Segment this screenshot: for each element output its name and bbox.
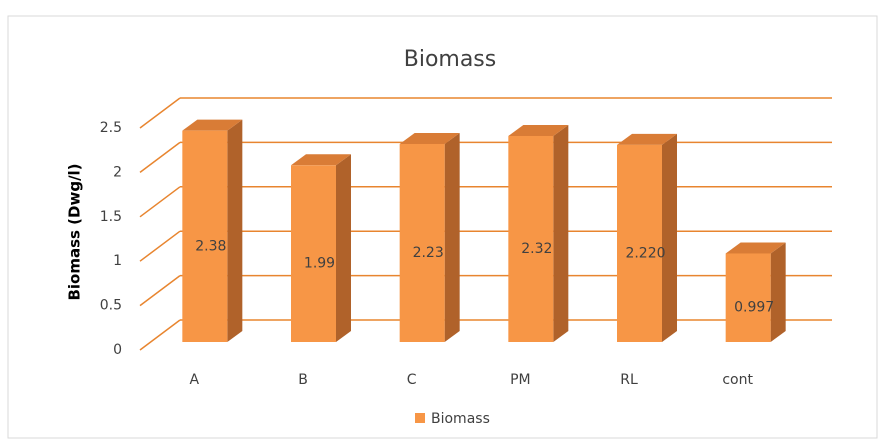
bar-top [291, 154, 351, 166]
data-label: 2.32 [521, 241, 552, 257]
x-tick-label: A [190, 372, 200, 388]
bar-top [182, 119, 243, 131]
bar-top [399, 132, 460, 144]
grid-line [139, 275, 181, 307]
data-label: 0.997 [734, 300, 774, 316]
legend-label: Biomass [431, 411, 490, 427]
bar-side [227, 119, 243, 342]
y-tick-label: 1 [113, 253, 122, 269]
x-tick-label: B [298, 372, 308, 388]
x-tick-label: C [407, 372, 417, 388]
bar [399, 143, 445, 342]
grid-line [139, 97, 181, 129]
bar [617, 144, 662, 342]
y-axis-label: Biomass (Dwg/l) [66, 163, 84, 300]
x-tick-label: PM [510, 372, 531, 388]
y-tick-label: 0 [113, 342, 122, 358]
grid-line [139, 230, 181, 262]
grid-line [139, 186, 181, 218]
bar-top [617, 133, 677, 145]
bar-side [336, 154, 351, 342]
data-label: 2.38 [195, 238, 226, 254]
bar-side [770, 242, 786, 342]
bar-side [662, 133, 677, 342]
bar-top [725, 242, 786, 254]
bar-top [508, 124, 569, 136]
bar-side [444, 132, 460, 342]
grid-line [139, 319, 181, 351]
data-label: 1.99 [304, 256, 335, 272]
data-label: 2.23 [413, 245, 444, 261]
y-tick-label: 2 [113, 164, 122, 180]
y-tick-label: 1.5 [100, 209, 122, 225]
bar [508, 135, 554, 342]
data-label: 2.220 [625, 245, 665, 261]
grid-line [139, 141, 181, 173]
bar-side [553, 124, 569, 342]
chart-title: Biomass [404, 47, 497, 72]
bar [725, 253, 771, 342]
x-tick-label: cont [722, 372, 753, 388]
legend-swatch [415, 413, 425, 423]
y-tick-label: 2.5 [100, 120, 122, 136]
y-tick-label: 0.5 [100, 298, 122, 314]
x-tick-label: RL [620, 372, 638, 388]
bar [291, 165, 336, 342]
bar [182, 130, 228, 342]
